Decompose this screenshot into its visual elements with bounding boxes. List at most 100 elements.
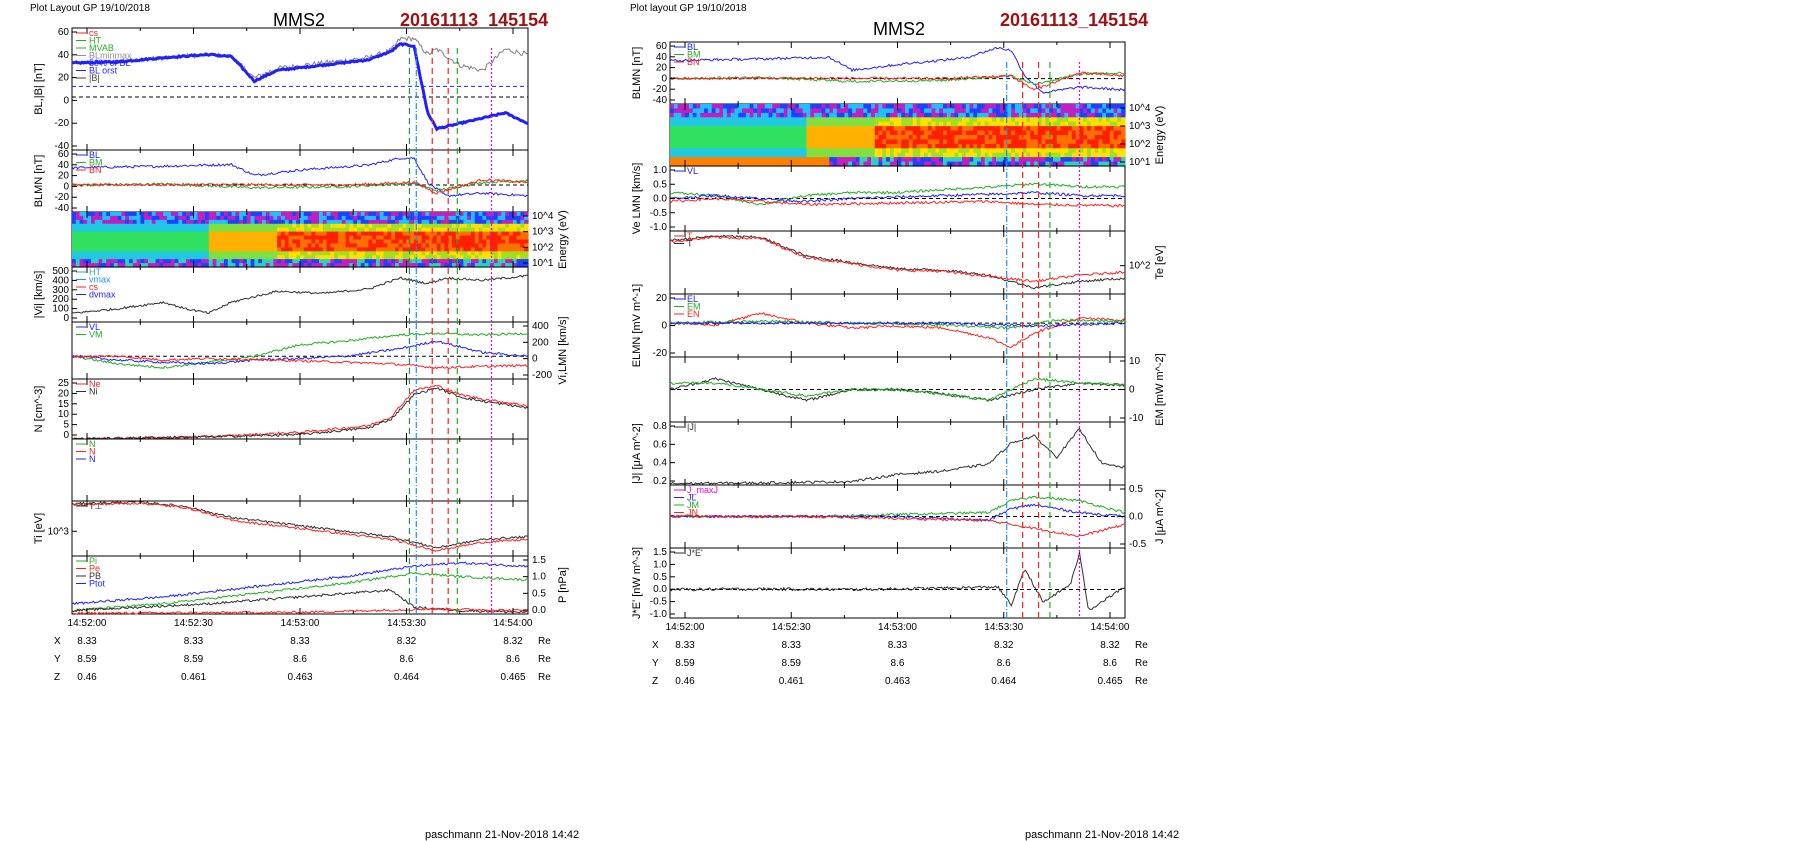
spectrogram-cell: [908, 112, 914, 118]
spectrogram-cell: [72, 231, 77, 237]
spectrogram-cell: [512, 235, 518, 241]
spectrogram-cell: [429, 251, 434, 256]
spectrogram-cell: [829, 126, 834, 132]
spectrogram-cell: [817, 112, 823, 118]
spectrogram-cell: [338, 231, 343, 237]
spectrogram-cell: [322, 231, 328, 237]
spectrogram-cell: [98, 251, 103, 256]
spectrogram-cell: [1064, 157, 1069, 163]
spectrogram-cell: [950, 130, 955, 136]
spectrogram-cell: [444, 227, 449, 233]
spectrogram-cell: [406, 263, 411, 268]
spectrogram-cell: [882, 161, 887, 167]
spectrogram-cell: [689, 108, 694, 114]
y-tick-label: 0: [532, 354, 538, 365]
spectrogram-cell: [753, 143, 758, 149]
spectrogram-cell: [455, 247, 461, 252]
spectrogram-cell: [943, 135, 948, 140]
spectrogram-cell: [307, 223, 312, 229]
spectrogram-cell: [425, 219, 430, 225]
spectrogram-cell: [436, 235, 442, 241]
spectrogram-cell: [186, 263, 191, 268]
spectrogram-cell: [1015, 126, 1020, 132]
spectrogram-cell: [696, 148, 701, 154]
spectrogram-cell: [345, 215, 350, 221]
spectrogram-cell: [757, 130, 762, 136]
spectrogram-cell: [825, 143, 830, 149]
spectrogram-cell: [379, 243, 385, 248]
spectrogram-cell: [94, 259, 100, 264]
spectrogram-cell: [867, 121, 872, 127]
spectrogram-cell: [806, 104, 811, 109]
spectrogram-cell: [429, 223, 434, 229]
spectrogram-cell: [490, 255, 495, 260]
spectrogram-cell: [455, 239, 461, 244]
spectrogram-cell: [497, 235, 502, 241]
spectrogram-cell: [239, 255, 244, 260]
spectrogram-cell: [402, 247, 407, 252]
spectrogram-cell: [387, 239, 392, 244]
spectrogram-cell: [227, 259, 233, 264]
spectrogram-cell: [155, 231, 160, 237]
spectrogram-cell: [723, 126, 728, 132]
spectrogram-cell: [825, 130, 830, 136]
spectrogram-cell: [780, 112, 785, 118]
spectrogram-cell: [780, 130, 785, 136]
y-tick-label: 10^3: [48, 526, 70, 537]
spectrogram-cell: [1003, 148, 1009, 154]
spectrogram-cell: [689, 135, 694, 140]
spectrogram-cell: [75, 219, 81, 225]
spectrogram-cell: [1030, 152, 1035, 158]
spectrogram-cell: [882, 143, 887, 149]
spectrogram-cell: [433, 255, 438, 260]
spectrogram-cell: [757, 104, 762, 109]
spectrogram-cell: [878, 130, 883, 136]
spectrogram-cell: [474, 251, 480, 256]
spectrogram-cell: [852, 104, 857, 109]
spectrogram-cell: [992, 148, 997, 154]
spectrogram-cell: [1098, 152, 1103, 158]
spectrogram-cell: [395, 239, 400, 244]
spectrogram-cell: [1041, 112, 1046, 118]
spectrogram-cell: [1113, 117, 1118, 123]
spectrogram-cell: [1090, 121, 1096, 127]
spectrogram-cell: [493, 255, 499, 260]
spectrogram-cell: [224, 243, 229, 248]
spectrogram-cell: [984, 130, 990, 136]
spectrogram-cell: [395, 259, 400, 264]
spectrogram-cell: [939, 108, 944, 114]
spectrogram-cell: [421, 212, 426, 217]
spectrogram-cell: [372, 231, 377, 237]
spectrogram-cell: [467, 247, 472, 252]
spectrogram-cell: [315, 212, 320, 217]
spectrogram-cell: [973, 121, 978, 127]
spectrogram-cell: [692, 112, 698, 118]
spectrogram-cell: [874, 139, 880, 145]
spectrogram-cell: [379, 212, 385, 217]
spectrogram-cell: [379, 231, 385, 237]
spectrogram-cell: [151, 239, 157, 244]
spectrogram-cell: [395, 227, 400, 233]
spectrogram-cell: [836, 157, 842, 163]
spectrogram-cell: [954, 112, 959, 118]
spectrogram-cell: [421, 239, 426, 244]
spectrogram-cell: [258, 251, 263, 256]
spectrogram-cell: [91, 223, 96, 229]
spectrogram-cell: [265, 219, 271, 225]
spectrogram-cell: [425, 223, 430, 229]
spectrogram-cell: [1113, 161, 1118, 167]
spectrogram-cell: [1060, 104, 1065, 109]
spectrogram-cell: [75, 255, 81, 260]
spectrogram-cell: [950, 112, 955, 118]
spectrogram-cell: [421, 215, 426, 221]
spectrogram-cell: [208, 235, 214, 241]
spectrogram-cell: [954, 121, 959, 127]
spectrogram-cell: [836, 112, 842, 118]
spectrogram-cell: [406, 259, 411, 264]
spectrogram-cell: [471, 251, 476, 256]
spectrogram-cell: [1060, 152, 1065, 158]
spectrogram-cell: [1109, 148, 1115, 154]
spectrogram-cell: [867, 130, 872, 136]
spectrogram-cell: [783, 143, 789, 149]
spectrogram-cell: [493, 223, 499, 229]
